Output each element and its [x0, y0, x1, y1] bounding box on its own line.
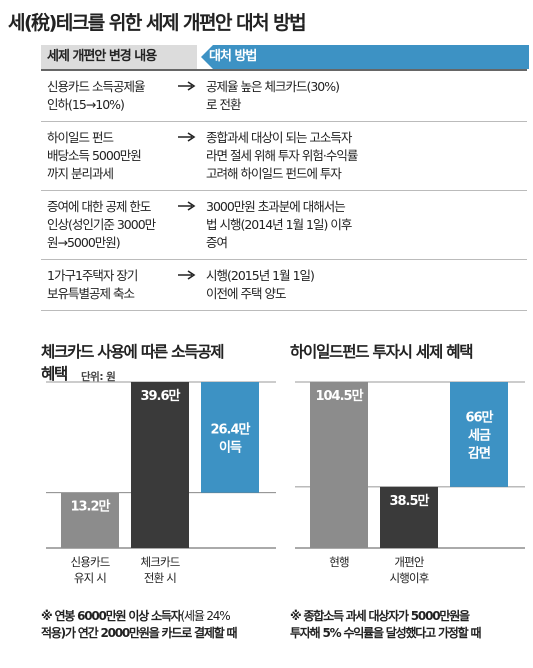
row-countermeasure-line: 3000만원 초과분에 대해서는 — [206, 199, 346, 214]
right-note-line2: 투자해 5% 수익률을 달성했다고 가정할 때 — [290, 626, 482, 640]
left-note-light: (세율 24% — [180, 609, 231, 623]
bar — [131, 382, 189, 548]
left-note-line2: 적용)가 연간 2000만원을 카드로 결제할 때 — [41, 626, 238, 640]
category-label: 개편안 — [394, 555, 425, 569]
bar-value-label: 13.2만 — [70, 499, 110, 515]
category-label: 신용카드 — [70, 555, 109, 569]
row-change-line: 원→5000만원) — [47, 235, 121, 250]
left-chart-title-line2: 혜택 — [41, 365, 68, 383]
right-chart-title: 하이일드펀드 투자시 세제 혜택 — [290, 343, 474, 361]
right-arrow-icon — [178, 81, 196, 91]
bar-value-label: 세금 — [468, 428, 491, 443]
category-label: 유지 시 — [74, 571, 106, 585]
right-note-line1: ※ 종합소득 과세 대상자가 5000만원을 — [290, 609, 470, 623]
left-note-bold: ※ 연봉 6000만원 이상 소득자 — [41, 609, 182, 623]
left-chart-title-line1: 체크카드 사용에 따른 소득공제 — [41, 343, 225, 361]
row-countermeasure-line: 고려해 하이일드 펀드에 투자 — [206, 166, 342, 181]
bar — [450, 382, 508, 487]
bar-value-label: 66만 — [465, 409, 493, 425]
category-label: 시행이후 — [389, 571, 428, 585]
right-arrow-icon — [178, 201, 196, 211]
right-arrow-icon — [178, 132, 196, 142]
row-change-line: 1가구1주택자 장기 — [47, 268, 138, 283]
bar-value-label: 감면 — [468, 445, 490, 461]
row-countermeasure-line: 증여 — [206, 235, 228, 250]
row-change-line: 배당소득 5000만원 — [47, 148, 142, 163]
bar — [61, 492, 119, 548]
row-change-line: 보유특별공제 축소 — [47, 286, 135, 301]
row-change-line: 까지 분리과세 — [47, 166, 114, 181]
row-change-line: 증여에 대한 공제 한도 — [47, 199, 151, 214]
bar — [380, 486, 438, 548]
row-countermeasure-line: 로 전환 — [206, 97, 241, 112]
bar — [201, 382, 259, 493]
table-header: 세제 개편안 변경 내용 대처 방법 — [41, 45, 529, 71]
bar-value-label: 104.5만 — [315, 388, 363, 404]
header-countermeasures: 대처 방법 — [201, 45, 529, 69]
row-countermeasure-line: 공제율 높은 체크카드(30%) — [206, 79, 340, 94]
bar-value-label: 38.5만 — [389, 493, 429, 509]
left-chart-note: ※ 연봉 6000만원 이상 소득자(세율 24% 적용)가 연간 2000만원… — [41, 608, 238, 642]
row-countermeasure-text: 시행(2015년 1월 1일) 이전에 주택 양도 — [206, 267, 315, 303]
right-chart-note: ※ 종합소득 과세 대상자가 5000만원을 투자해 5% 수익률을 달성했다고… — [290, 608, 482, 642]
row-change-line: 인상(성인기준 3000만 — [47, 217, 156, 232]
row-change-line: 인하(15→10%) — [47, 97, 125, 112]
row-countermeasure-line: 이전에 주택 양도 — [206, 286, 286, 301]
category-label: 전환 시 — [144, 571, 176, 585]
category-label: 현행 — [329, 555, 349, 569]
row-change-line: 신용카드 소득공제율 — [47, 79, 145, 94]
bar-value-label: 39.6만 — [140, 388, 180, 404]
row-countermeasure-line: 종합과세 대상이 되는 고소득자 — [206, 130, 352, 145]
bar — [310, 382, 368, 548]
row-countermeasure-line: 법 시행(2014년 1월 1일) 이후 — [206, 217, 352, 232]
row-change-line: 하이일드 펀드 — [47, 130, 114, 145]
bar-value-label: 26.4만 — [210, 421, 250, 437]
row-countermeasure-text: 공제율 높은 체크카드(30%) 로 전환 — [206, 78, 340, 114]
bar-value-label: 이득 — [219, 439, 242, 455]
right-arrow-icon — [178, 270, 196, 280]
category-label: 체크카드 — [140, 555, 179, 569]
row-countermeasure-line: 시행(2015년 1월 1일) — [206, 268, 315, 283]
page-title: 세(稅)테크를 위한 세제 개편안 대처 방법 — [8, 12, 307, 34]
header-changes: 세제 개편안 변경 내용 — [41, 45, 197, 69]
left-chart-unit: 단위: 원 — [81, 371, 116, 383]
row-countermeasure-line: 라면 절세 위해 투자 위험·수익률 — [206, 148, 358, 163]
left-chart-title: 체크카드 사용에 따른 소득공제 혜택 단위: 원 — [41, 341, 225, 385]
